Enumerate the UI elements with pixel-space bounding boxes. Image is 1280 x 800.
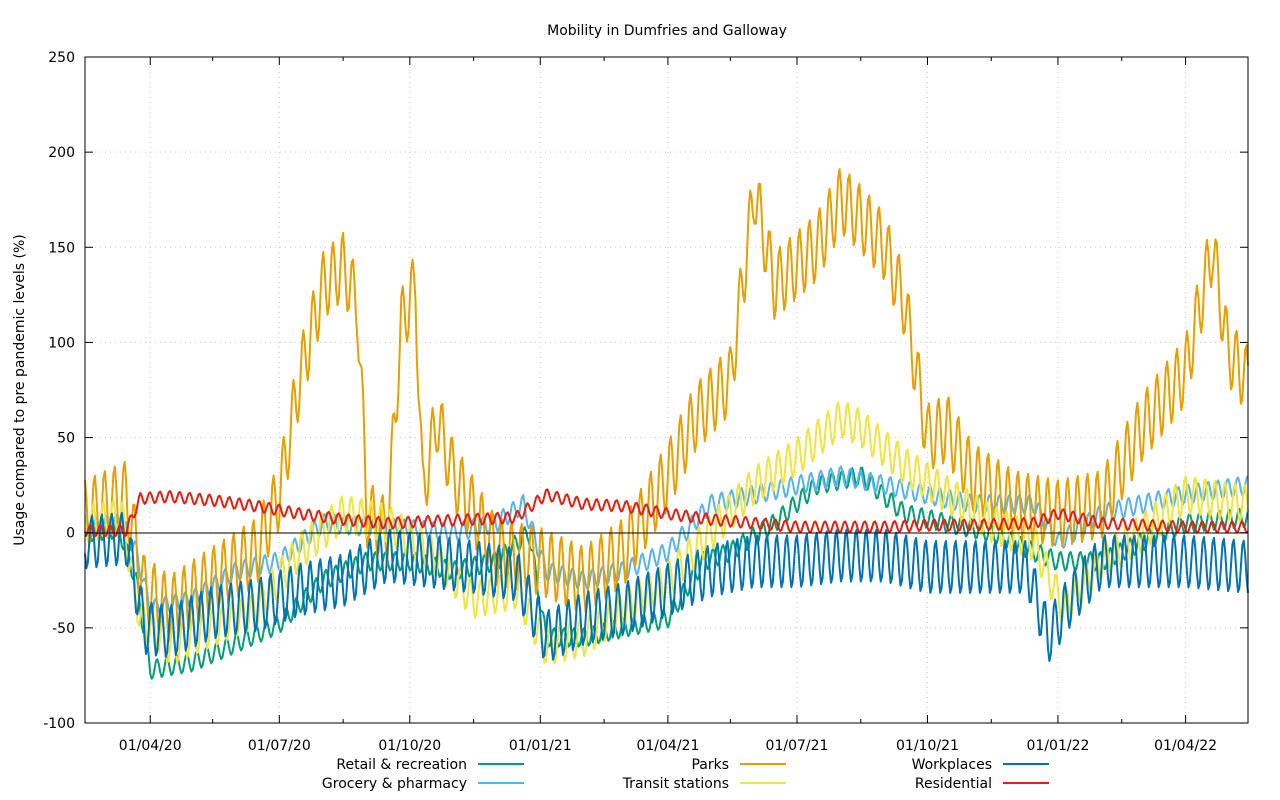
y-tick-label: 100: [48, 335, 75, 351]
legend-label: Parks: [691, 757, 729, 773]
series-line: [84, 168, 1249, 643]
x-tick-label: 01/01/21: [509, 738, 572, 754]
legend-label: Retail & recreation: [336, 757, 467, 773]
series-line: [84, 488, 1249, 538]
x-tick-label: 01/10/21: [896, 738, 959, 754]
y-tick-label: 150: [48, 240, 75, 256]
axis-ticks: -100 -50 0 50 100 150 200 250 01/04/20 01/07/20 01…: [43, 50, 1248, 754]
plot-frame: [84, 56, 1249, 724]
y-tick-label: 50: [57, 431, 75, 447]
x-tick-label: 01/04/21: [636, 738, 699, 754]
y-tick-label: -100: [43, 716, 75, 732]
legend-label: Grocery & pharmacy: [322, 776, 467, 792]
legend-label: Transit stations: [622, 776, 729, 792]
legend: Retail & recreation Grocery & pharmacy Par…: [322, 757, 1049, 792]
y-tick-label: 250: [48, 50, 75, 66]
y-tick-label: 200: [48, 145, 75, 161]
series-line: [84, 465, 1249, 620]
legend-label: Residential: [915, 776, 992, 792]
x-tick-label: 01/04/20: [119, 738, 182, 754]
x-tick-label: 01/10/20: [378, 738, 441, 754]
y-tick-label: -50: [52, 621, 75, 637]
series-line: [84, 511, 1249, 662]
x-tick-label: 01/04/22: [1154, 738, 1217, 754]
chart-title: Mobility in Dumfries and Galloway: [547, 23, 787, 39]
y-axis-label: Usage compared to pre pandemic levels (%…: [12, 234, 28, 546]
x-tick-label: 01/07/21: [766, 738, 829, 754]
x-tick-label: 01/01/22: [1027, 738, 1090, 754]
series-line: [84, 466, 1249, 680]
x-tick-label: 01/07/20: [248, 738, 311, 754]
series-lines: [84, 168, 1249, 680]
y-tick-label: 0: [66, 526, 75, 542]
legend-label: Workplaces: [912, 757, 992, 773]
